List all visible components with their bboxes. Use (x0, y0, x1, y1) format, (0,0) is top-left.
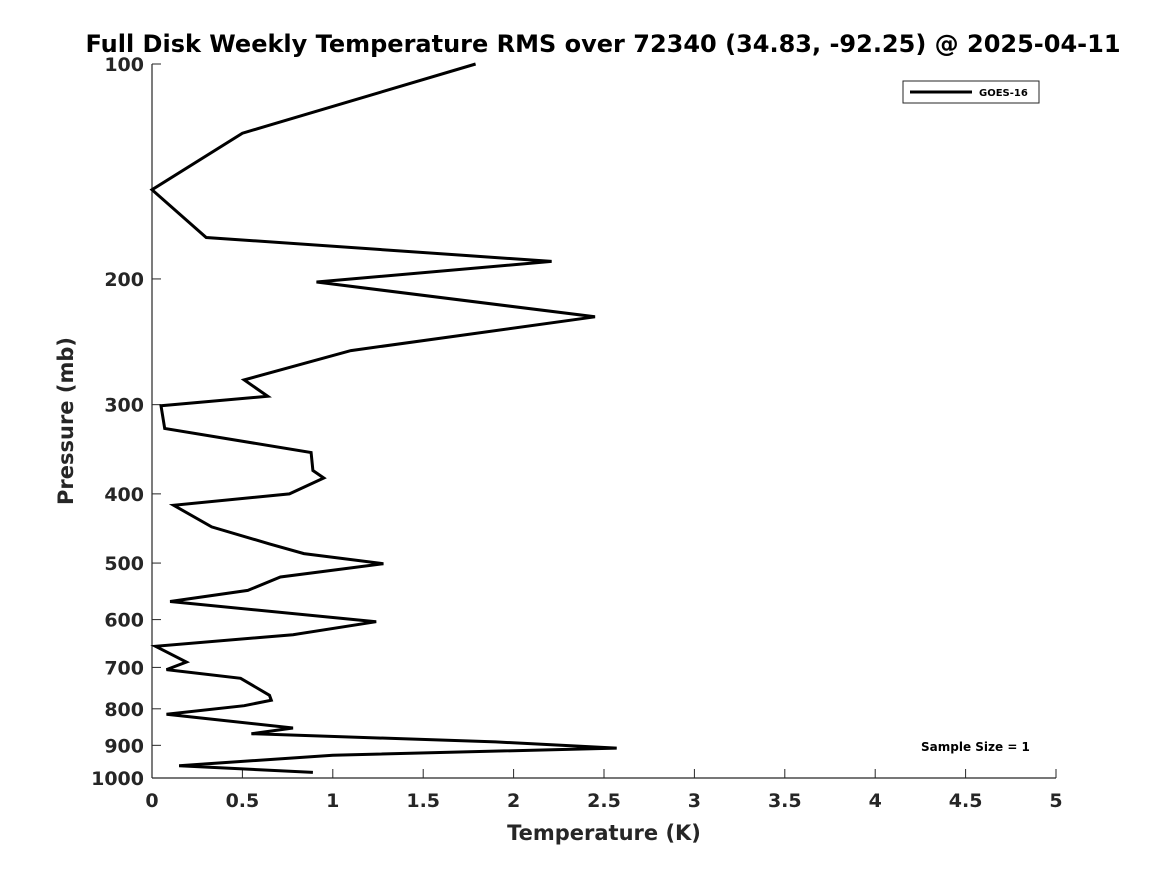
x-ticks: 0 0.5 1 1.5 2 2.5 3 3.5 4 4.5 5 (145, 769, 1063, 812)
legend: GOES-16 (902, 80, 1040, 104)
x-tick-label: 3 (688, 790, 701, 812)
x-tick-label: 5 (1049, 790, 1062, 812)
x-tick-label: 4 (869, 790, 882, 812)
y-tick-label: 100 (104, 54, 144, 76)
y-tick-label: 400 (104, 484, 144, 506)
x-tick-label: 3.5 (768, 790, 802, 812)
y-tick-label: 900 (104, 735, 144, 757)
x-tick-label: 4.5 (949, 790, 983, 812)
y-tick-label: 600 (104, 610, 144, 632)
series-line-goes-16 (149, 62, 617, 774)
x-tick-label: 0.5 (226, 790, 260, 812)
legend-label: GOES-16 (979, 88, 1028, 99)
x-tick-label: 1.5 (406, 790, 440, 812)
x-axis-label: Temperature (K) (507, 821, 701, 845)
y-tick-label: 1000 (91, 768, 144, 790)
y-tick-label: 700 (104, 657, 144, 679)
x-tick-label: 1 (326, 790, 339, 812)
chart-title: Full Disk Weekly Temperature RMS over 72… (85, 30, 1120, 58)
y-tick-label: 300 (104, 395, 144, 417)
y-ticks: 100 200 300 400 500 600 700 800 900 1000 (91, 54, 161, 790)
x-tick-label: 2 (507, 790, 520, 812)
x-tick-label: 2.5 (587, 790, 621, 812)
plot-area: 0 0.5 1 1.5 2 2.5 3 3.5 4 4.5 5 100 200 300 400 500 600… (91, 54, 1063, 812)
x-tick-label: 0 (145, 790, 158, 812)
y-tick-label: 500 (104, 553, 144, 575)
y-tick-label: 800 (104, 699, 144, 721)
y-tick-label: 200 (104, 269, 144, 291)
series-layer (149, 62, 617, 774)
y-axis-label: Pressure (mb) (54, 337, 78, 505)
sample-size-annotation: Sample Size = 1 (921, 740, 1030, 754)
